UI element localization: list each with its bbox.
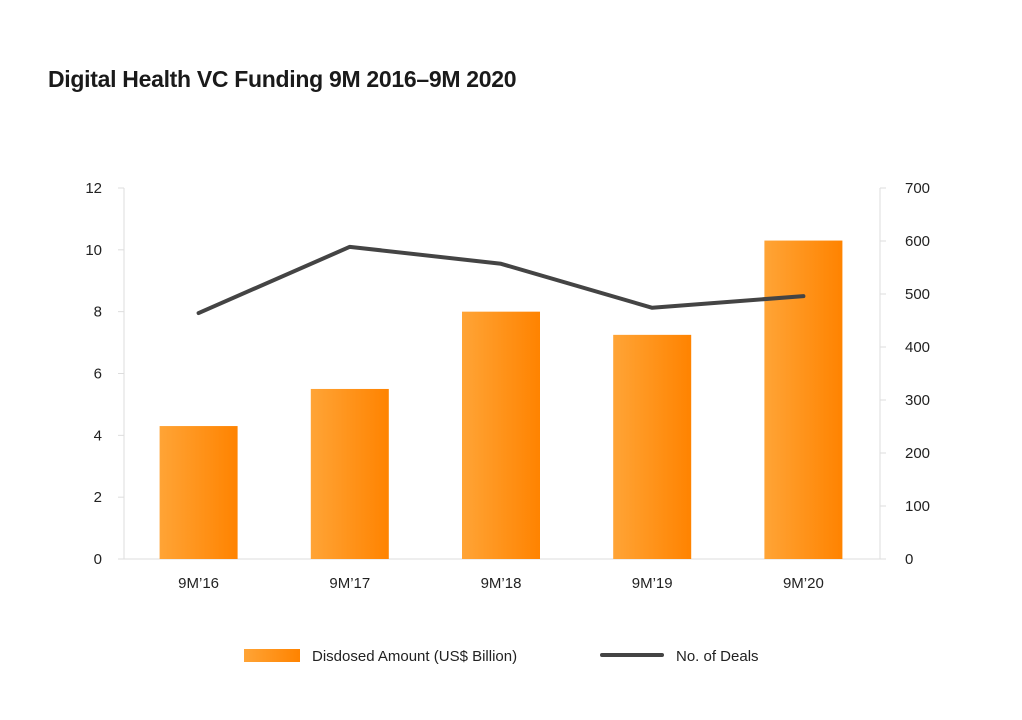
bar-2 — [462, 311, 540, 559]
legend-swatch-bar — [244, 649, 300, 662]
legend-label-bar: Disdosed Amount (US$ Billion) — [312, 648, 517, 665]
right-tick-label: 300 — [905, 392, 930, 409]
left-tick-label: 4 — [94, 427, 102, 444]
x-tick-label: 9M’17 — [329, 575, 370, 592]
left-tick-label: 10 — [85, 242, 102, 259]
right-tick-label: 0 — [905, 551, 913, 568]
right-tick-label: 200 — [905, 445, 930, 462]
bar-1 — [310, 388, 389, 559]
right-tick-label: 500 — [905, 286, 930, 303]
right-tick-label: 400 — [905, 339, 930, 356]
left-tick-label: 12 — [85, 180, 102, 197]
bar-0 — [159, 426, 238, 559]
bar-3 — [613, 334, 692, 559]
left-tick-label: 0 — [94, 551, 102, 568]
right-tick-label: 600 — [905, 233, 930, 250]
deals-line — [196, 244, 806, 316]
x-tick-label: 9M’16 — [178, 575, 219, 592]
legend: Disdosed Amount (US$ Billion) No. of Dea… — [244, 648, 759, 665]
legend-label-line: No. of Deals — [676, 648, 759, 665]
left-tick-label: 2 — [94, 489, 102, 506]
x-tick-label: 9M’20 — [783, 575, 824, 592]
chart-title: Digital Health VC Funding 9M 2016–9M 202… — [48, 66, 517, 92]
x-tick-label: 9M’18 — [481, 575, 522, 592]
left-tick-label: 6 — [94, 366, 102, 383]
x-tick-label: 9M’19 — [632, 575, 673, 592]
right-tick-label: 100 — [905, 498, 930, 515]
right-tick-label: 700 — [905, 180, 930, 197]
bar-4 — [764, 240, 843, 559]
left-tick-label: 8 — [94, 304, 102, 321]
